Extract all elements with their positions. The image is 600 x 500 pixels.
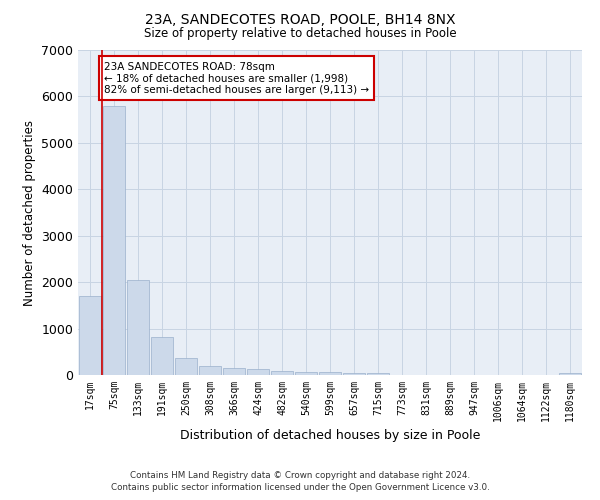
Text: Contains HM Land Registry data © Crown copyright and database right 2024.
Contai: Contains HM Land Registry data © Crown c… (110, 471, 490, 492)
Bar (319, 372, 341, 375)
Text: 23A, SANDECOTES ROAD, POOLE, BH14 8NX: 23A, SANDECOTES ROAD, POOLE, BH14 8NX (145, 12, 455, 26)
Bar (343, 372, 365, 375)
Bar (79, 296, 101, 375)
Text: Size of property relative to detached houses in Poole: Size of property relative to detached ho… (143, 28, 457, 40)
Bar (151, 337, 173, 375)
Bar (247, 370, 269, 375)
Bar (295, 372, 317, 375)
Bar (559, 373, 581, 375)
Bar (271, 372, 293, 375)
Bar (223, 368, 245, 375)
Y-axis label: Number of detached properties: Number of detached properties (23, 120, 35, 306)
X-axis label: Distribution of detached houses by size in Poole: Distribution of detached houses by size … (180, 430, 480, 442)
Bar (127, 280, 149, 375)
Text: 23A SANDECOTES ROAD: 78sqm
← 18% of detached houses are smaller (1,998)
82% of s: 23A SANDECOTES ROAD: 78sqm ← 18% of deta… (104, 62, 369, 95)
Bar (367, 373, 389, 375)
Bar (103, 106, 125, 375)
Bar (199, 366, 221, 375)
Bar (175, 358, 197, 375)
